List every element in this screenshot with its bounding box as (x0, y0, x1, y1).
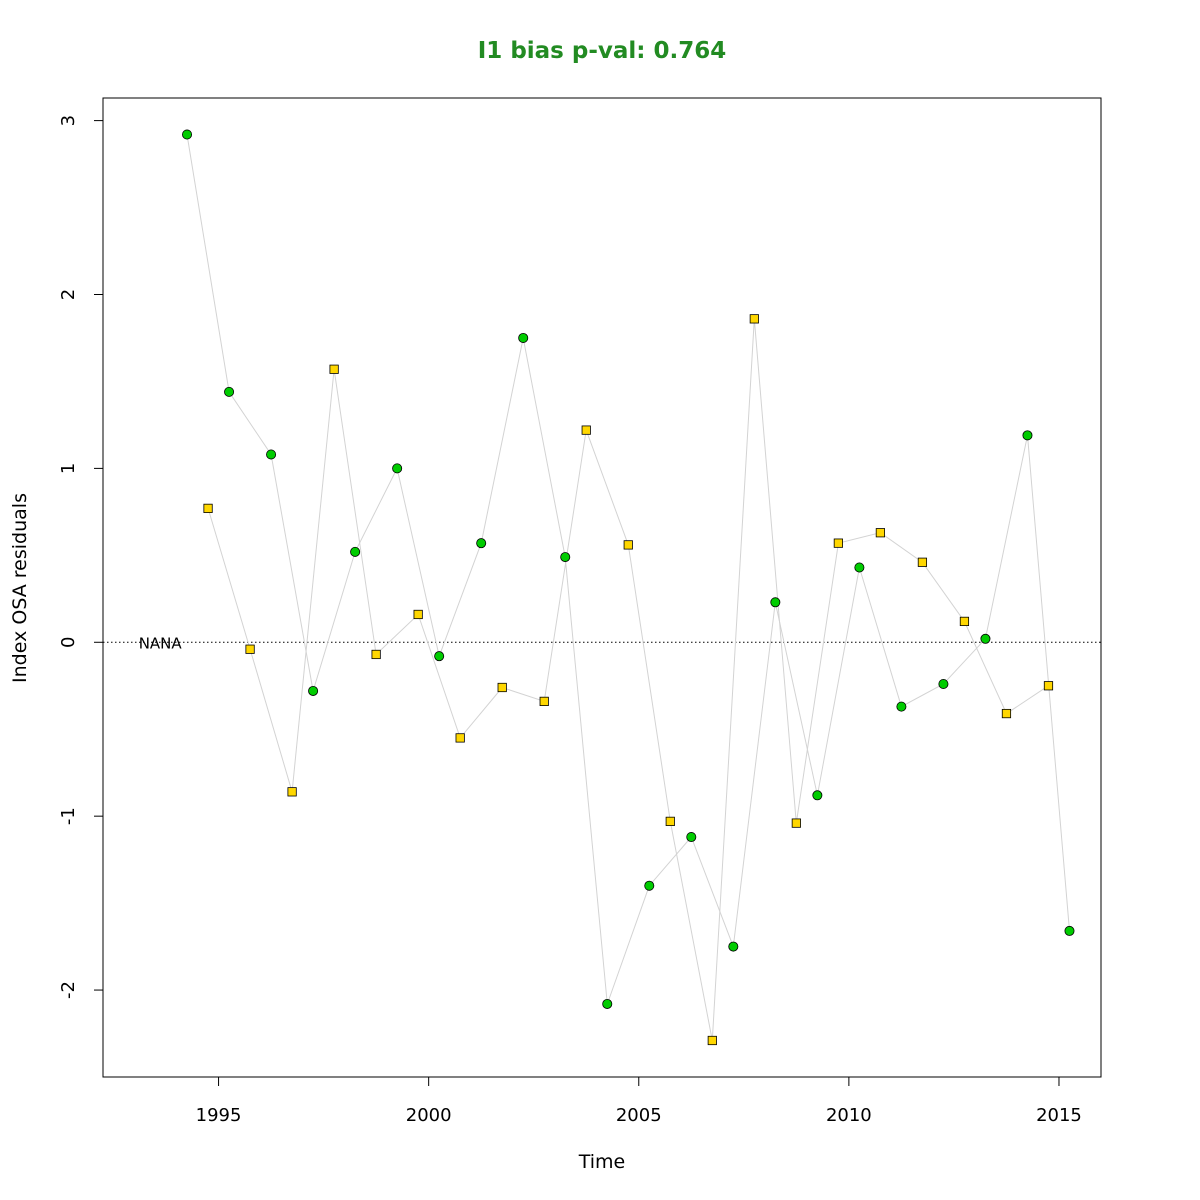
series-2-point (1043, 681, 1054, 691)
series-2-point (287, 787, 297, 797)
series-1-point (266, 449, 277, 460)
x-tick-label: 2000 (406, 1105, 452, 1126)
series-2-point (959, 616, 970, 627)
y-tick-label: -1 (58, 807, 79, 825)
x-axis-title: Time (578, 1151, 626, 1173)
series-1-point (938, 679, 949, 690)
series-2-point (833, 538, 843, 548)
series-1-point (1064, 925, 1075, 936)
series-2-point (581, 425, 591, 435)
series-1-point (224, 386, 235, 397)
points-layer (182, 129, 1075, 1046)
x-tick-label: 2010 (826, 1105, 872, 1126)
series-2-point (623, 540, 633, 550)
y-axis: -2 -1 0 1 2 3 (58, 115, 104, 999)
series-2-point (875, 528, 885, 538)
series-1-point (728, 941, 739, 952)
series-1-point (182, 129, 193, 140)
y-tick-label: 3 (58, 115, 79, 126)
series-1-point (308, 685, 319, 696)
series-1-point (518, 332, 529, 343)
series-2-point (791, 818, 801, 828)
series-1-point (476, 538, 487, 549)
series-1-point (1022, 430, 1033, 441)
series-2-point (749, 314, 759, 324)
series-1-line (186, 134, 1070, 1005)
series-1-point (896, 701, 907, 712)
plot-frame (102, 97, 1102, 1078)
series-2-point (917, 557, 928, 567)
series-1-point (854, 562, 865, 573)
y-tick-label: 2 (58, 289, 79, 300)
chart-title: I1 bias p-val: 0.764 (478, 38, 727, 64)
series-2-point (413, 609, 423, 620)
series-2-point (665, 816, 675, 826)
y-tick-label: -2 (58, 981, 79, 999)
series-2-point (245, 644, 255, 654)
x-tick-label: 2015 (1036, 1105, 1082, 1126)
series-2-point (539, 696, 549, 706)
series-1-point (644, 880, 655, 891)
series-2-point (371, 649, 381, 660)
series-1-point (392, 463, 403, 474)
series-2-point (203, 503, 213, 513)
series-1-point (560, 552, 571, 563)
y-axis-title: Index OSA residuals (9, 493, 31, 683)
series-1-point (350, 546, 361, 557)
x-axis: 1995 2000 2005 2010 2015 (196, 1076, 1082, 1126)
series-2-point (329, 364, 339, 374)
series-2-point (707, 1035, 717, 1046)
series-2-point (497, 682, 507, 693)
connecting-lines-layer (186, 134, 1070, 1041)
series-1-point (770, 597, 781, 608)
y-tick-label: 0 (58, 637, 79, 648)
series-1-point (812, 790, 823, 801)
series-2-point (455, 733, 465, 743)
x-tick-label: 2005 (616, 1105, 662, 1126)
y-tick-label: 1 (58, 463, 79, 474)
series-1-point (980, 633, 991, 644)
nana-annotation: NANA (139, 634, 183, 652)
series-1-point (602, 998, 613, 1009)
x-tick-label: 1995 (196, 1105, 242, 1126)
series-2-point (1001, 708, 1012, 719)
series-2-line (207, 318, 1049, 1041)
series-1-point (686, 832, 697, 843)
series-1-point (434, 651, 445, 662)
